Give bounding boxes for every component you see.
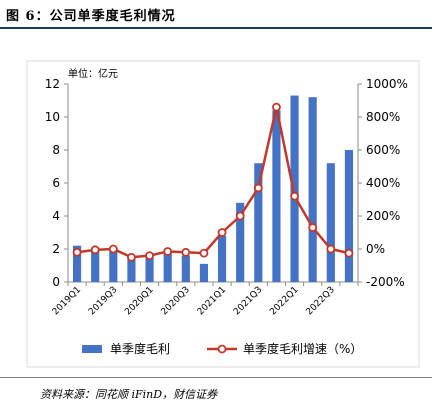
bar bbox=[272, 110, 281, 283]
y-right-tick-label: 0% bbox=[366, 242, 385, 256]
bar bbox=[254, 163, 263, 282]
y-right-tick-label: 200% bbox=[366, 209, 400, 223]
line-point bbox=[163, 247, 173, 256]
line-point bbox=[235, 211, 245, 221]
y-left-tick-label: 6 bbox=[52, 176, 60, 190]
y-left-tick-label: 2 bbox=[52, 242, 60, 256]
line-point bbox=[253, 183, 263, 193]
line-point bbox=[290, 191, 299, 201]
bar bbox=[326, 163, 335, 282]
bar bbox=[181, 255, 190, 282]
y-right-tick-label: 800% bbox=[366, 110, 400, 124]
y-left-tick-label: 10 bbox=[45, 110, 60, 124]
line-point bbox=[90, 245, 100, 255]
bar bbox=[344, 150, 354, 282]
bar bbox=[127, 258, 136, 282]
bar bbox=[163, 252, 172, 282]
line-point bbox=[108, 244, 118, 254]
bar bbox=[109, 247, 118, 282]
bar bbox=[199, 263, 209, 282]
line-point bbox=[344, 248, 354, 258]
line-point bbox=[217, 228, 227, 237]
legend-bar-label: 单季度毛利 bbox=[110, 341, 170, 356]
bar bbox=[72, 245, 82, 282]
line-point bbox=[326, 244, 336, 254]
y-right-tick-label: 600% bbox=[366, 143, 400, 157]
bar bbox=[290, 95, 299, 282]
growth-line bbox=[76, 105, 350, 259]
bar bbox=[217, 235, 227, 282]
line-point bbox=[72, 247, 82, 257]
y-left-tick-label: 12 bbox=[45, 77, 60, 91]
y-left-tick-label: 8 bbox=[52, 143, 60, 157]
legend-line-marker bbox=[217, 344, 227, 354]
chart: 024681012-200%0%200%400%600%800%1000%201… bbox=[26, 60, 420, 368]
line-point bbox=[272, 102, 281, 112]
line-point bbox=[145, 251, 154, 261]
y-right-tick-label: 400% bbox=[366, 176, 400, 190]
line-point bbox=[127, 252, 136, 262]
line-series bbox=[72, 102, 354, 262]
y-left-tick-label: 0 bbox=[52, 275, 60, 289]
line-point bbox=[308, 223, 318, 232]
y-left-tick-label: 4 bbox=[52, 209, 60, 223]
bar bbox=[308, 97, 317, 282]
source-rule bbox=[0, 377, 432, 378]
legend-bar-swatch bbox=[82, 345, 102, 353]
figure-title: 图 6：公司单季度毛利情况 bbox=[6, 9, 176, 24]
source-note: 资料来源：同花顺 iFinD，财信证券 bbox=[40, 388, 218, 401]
chart-frame bbox=[26, 60, 420, 368]
y-right-tick-label: 1000% bbox=[366, 77, 408, 91]
bar bbox=[91, 247, 100, 282]
title-rule bbox=[0, 27, 432, 29]
bar bbox=[236, 202, 245, 282]
line-point bbox=[181, 247, 191, 257]
legend: 单季度毛利 单季度毛利增速（%） bbox=[82, 341, 362, 356]
line-point bbox=[199, 248, 209, 258]
y-right-tick-label: -200% bbox=[366, 275, 405, 289]
unit-label: 单位：亿元 bbox=[68, 67, 118, 80]
bar bbox=[145, 257, 154, 282]
bar-series bbox=[72, 95, 354, 283]
legend-line-label: 单季度毛利增速（%） bbox=[243, 341, 362, 356]
